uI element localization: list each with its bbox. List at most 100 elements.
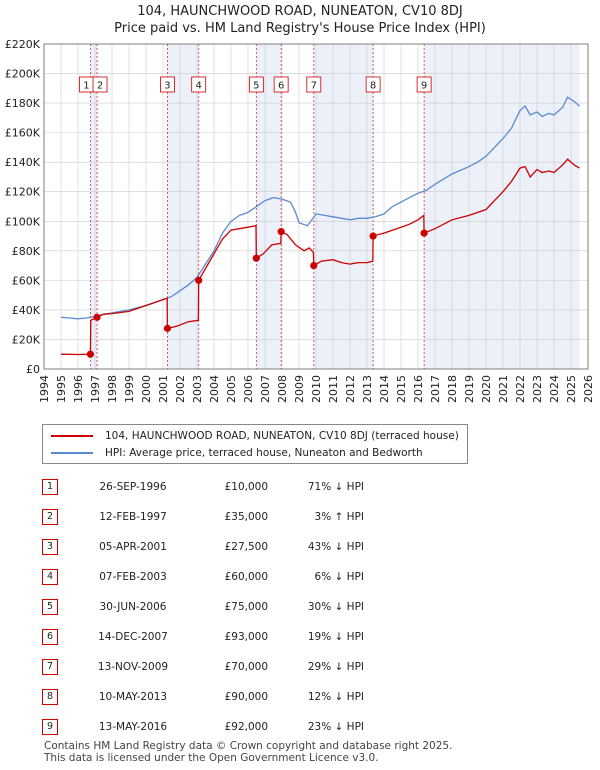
x-tick-label: 2000 [140,375,153,403]
transaction-label: 7 [311,81,317,92]
x-tick-label: 2002 [174,375,187,403]
transaction-label-box [273,76,289,93]
transaction-hpi-diff: 43% ↓ HPI [307,541,364,553]
y-tick-label: £40K [12,304,41,317]
transaction-price: £35,000 [224,511,268,523]
transaction-number-badge: 2 [42,509,58,525]
transaction-label-box [191,76,207,93]
x-tick-label: 2004 [208,375,221,403]
x-tick-label: 1998 [106,375,119,403]
x-tick-label: 2019 [463,375,476,403]
legend-swatch-property [51,435,93,437]
x-tick-label: 2012 [344,375,357,403]
transaction-label: 5 [253,81,259,92]
footer: Contains HM Land Registry data © Crown c… [44,740,452,764]
table-row: 8 10-MAY-2013 £90,000 12% ↓ HPI [42,682,364,712]
transaction-date: 07-FEB-2003 [99,571,167,583]
legend-swatch-hpi [51,452,93,454]
transaction-label: 9 [421,81,427,92]
transaction-date-cell: 12-FEB-1997 [78,502,188,532]
transaction-hpi-diff-cell: 6% ↓ HPI [268,562,364,592]
transaction-label-box [92,76,108,93]
legend-item-property: 104, HAUNCHWOOD ROAD, NUNEATON, CV10 8DJ… [51,428,459,444]
x-tick-label: 2006 [242,375,255,403]
transaction-hpi-diff-cell: 71% ↓ HPI [268,472,364,502]
transaction-label-box [365,76,381,93]
transaction-number-badge: 4 [42,569,58,585]
y-tick-label: £160K [5,127,41,140]
transaction-number-badge-cell: 5 [42,592,78,622]
transaction-hpi-diff: 3% ↑ HPI [314,511,364,523]
y-tick-label: £180K [5,97,41,110]
transaction-date-cell: 30-JUN-2006 [78,592,188,622]
table-row: 1 26-SEP-1996 £10,000 71% ↓ HPI [42,472,364,502]
transaction-date-cell: 14-DEC-2007 [78,622,188,652]
transaction-hpi-diff: 12% ↓ HPI [307,691,364,703]
transaction-price: £27,500 [224,541,268,553]
transaction-hpi-diff: 29% ↓ HPI [307,661,364,673]
transaction-label: 4 [196,81,202,92]
x-tick-label: 2023 [531,375,544,403]
transaction-number-badge: 8 [42,689,58,705]
transaction-label: 6 [278,81,284,92]
table-row: 5 30-JUN-2006 £75,000 30% ↓ HPI [42,592,364,622]
x-tick-label: 1997 [89,375,102,403]
transaction-point [310,261,318,270]
transaction-price-cell: £10,000 [188,472,268,502]
transaction-label-box [416,76,432,93]
x-tick-label: 2015 [395,375,408,403]
transaction-price-cell: £93,000 [188,622,268,652]
transaction-number-badge: 6 [42,629,58,645]
y-tick-label: £80K [12,245,41,258]
table-row: 3 05-APR-2001 £27,500 43% ↓ HPI [42,532,364,562]
transaction-date-cell: 13-NOV-2009 [78,652,188,682]
property-price-line [60,158,580,356]
transaction-price: £10,000 [224,481,268,493]
transaction-price: £60,000 [224,571,268,583]
table-row: 2 12-FEB-1997 £35,000 3% ↑ HPI [42,502,364,532]
transaction-label: 2 [97,81,103,92]
transaction-label-box [160,76,175,93]
transaction-price: £93,000 [224,631,268,643]
transaction-date: 26-SEP-1996 [99,481,167,493]
x-tick-label: 2016 [412,375,425,403]
transaction-point [369,232,377,240]
hpi-line [60,96,580,320]
transaction-number-badge-cell: 6 [42,622,78,652]
transaction-number-badge-cell: 2 [42,502,78,532]
x-tick-label: 2025 [565,375,578,403]
transaction-label: 1 [83,81,89,92]
transaction-price: £75,000 [224,601,268,613]
shaded-band [167,44,199,369]
transaction-number-badge-cell: 1 [42,472,78,502]
transaction-price: £92,000 [224,721,268,733]
price-chart: 1 2 3 4 5 6 7 8 9 £0 £20K £40K £60K £80K £100K £120K £14… [5,38,595,403]
y-tick-label: £220K [5,38,41,51]
transaction-number-badge: 5 [42,599,58,615]
y-tick-label: £140K [5,156,41,169]
transaction-date-cell: 26-SEP-1996 [78,472,188,502]
transaction-date-cell: 13-MAY-2016 [78,712,188,742]
x-tick-label: 2011 [327,375,340,403]
transaction-price-cell: £60,000 [188,562,268,592]
transaction-point [420,229,428,237]
transaction-number-badge: 1 [42,479,58,495]
chart-legend: 104, HAUNCHWOOD ROAD, NUNEATON, CV10 8DJ… [42,424,468,464]
transaction-price-cell: £90,000 [188,682,268,712]
transaction-point [277,228,285,236]
transaction-number-badge-cell: 4 [42,562,78,592]
x-tick-label: 2005 [225,375,238,403]
transaction-price-cell: £92,000 [188,712,268,742]
x-tick-label: 2018 [446,375,459,403]
shaded-band [313,44,374,369]
transaction-hpi-diff-cell: 19% ↓ HPI [268,622,364,652]
transaction-point [93,313,101,321]
transaction-number-badge: 9 [42,719,58,735]
y-tick-label: £0 [26,363,40,376]
transactions-table: 1 26-SEP-1996 £10,000 71% ↓ HPI 2 12-FEB-1997… [42,472,364,742]
plot-frame [43,43,589,370]
x-tick-label: 2024 [548,375,561,403]
table-row: 6 14-DEC-2007 £93,000 19% ↓ HPI [42,622,364,652]
transaction-point [252,254,260,262]
transaction-date-cell: 05-APR-2001 [78,532,188,562]
